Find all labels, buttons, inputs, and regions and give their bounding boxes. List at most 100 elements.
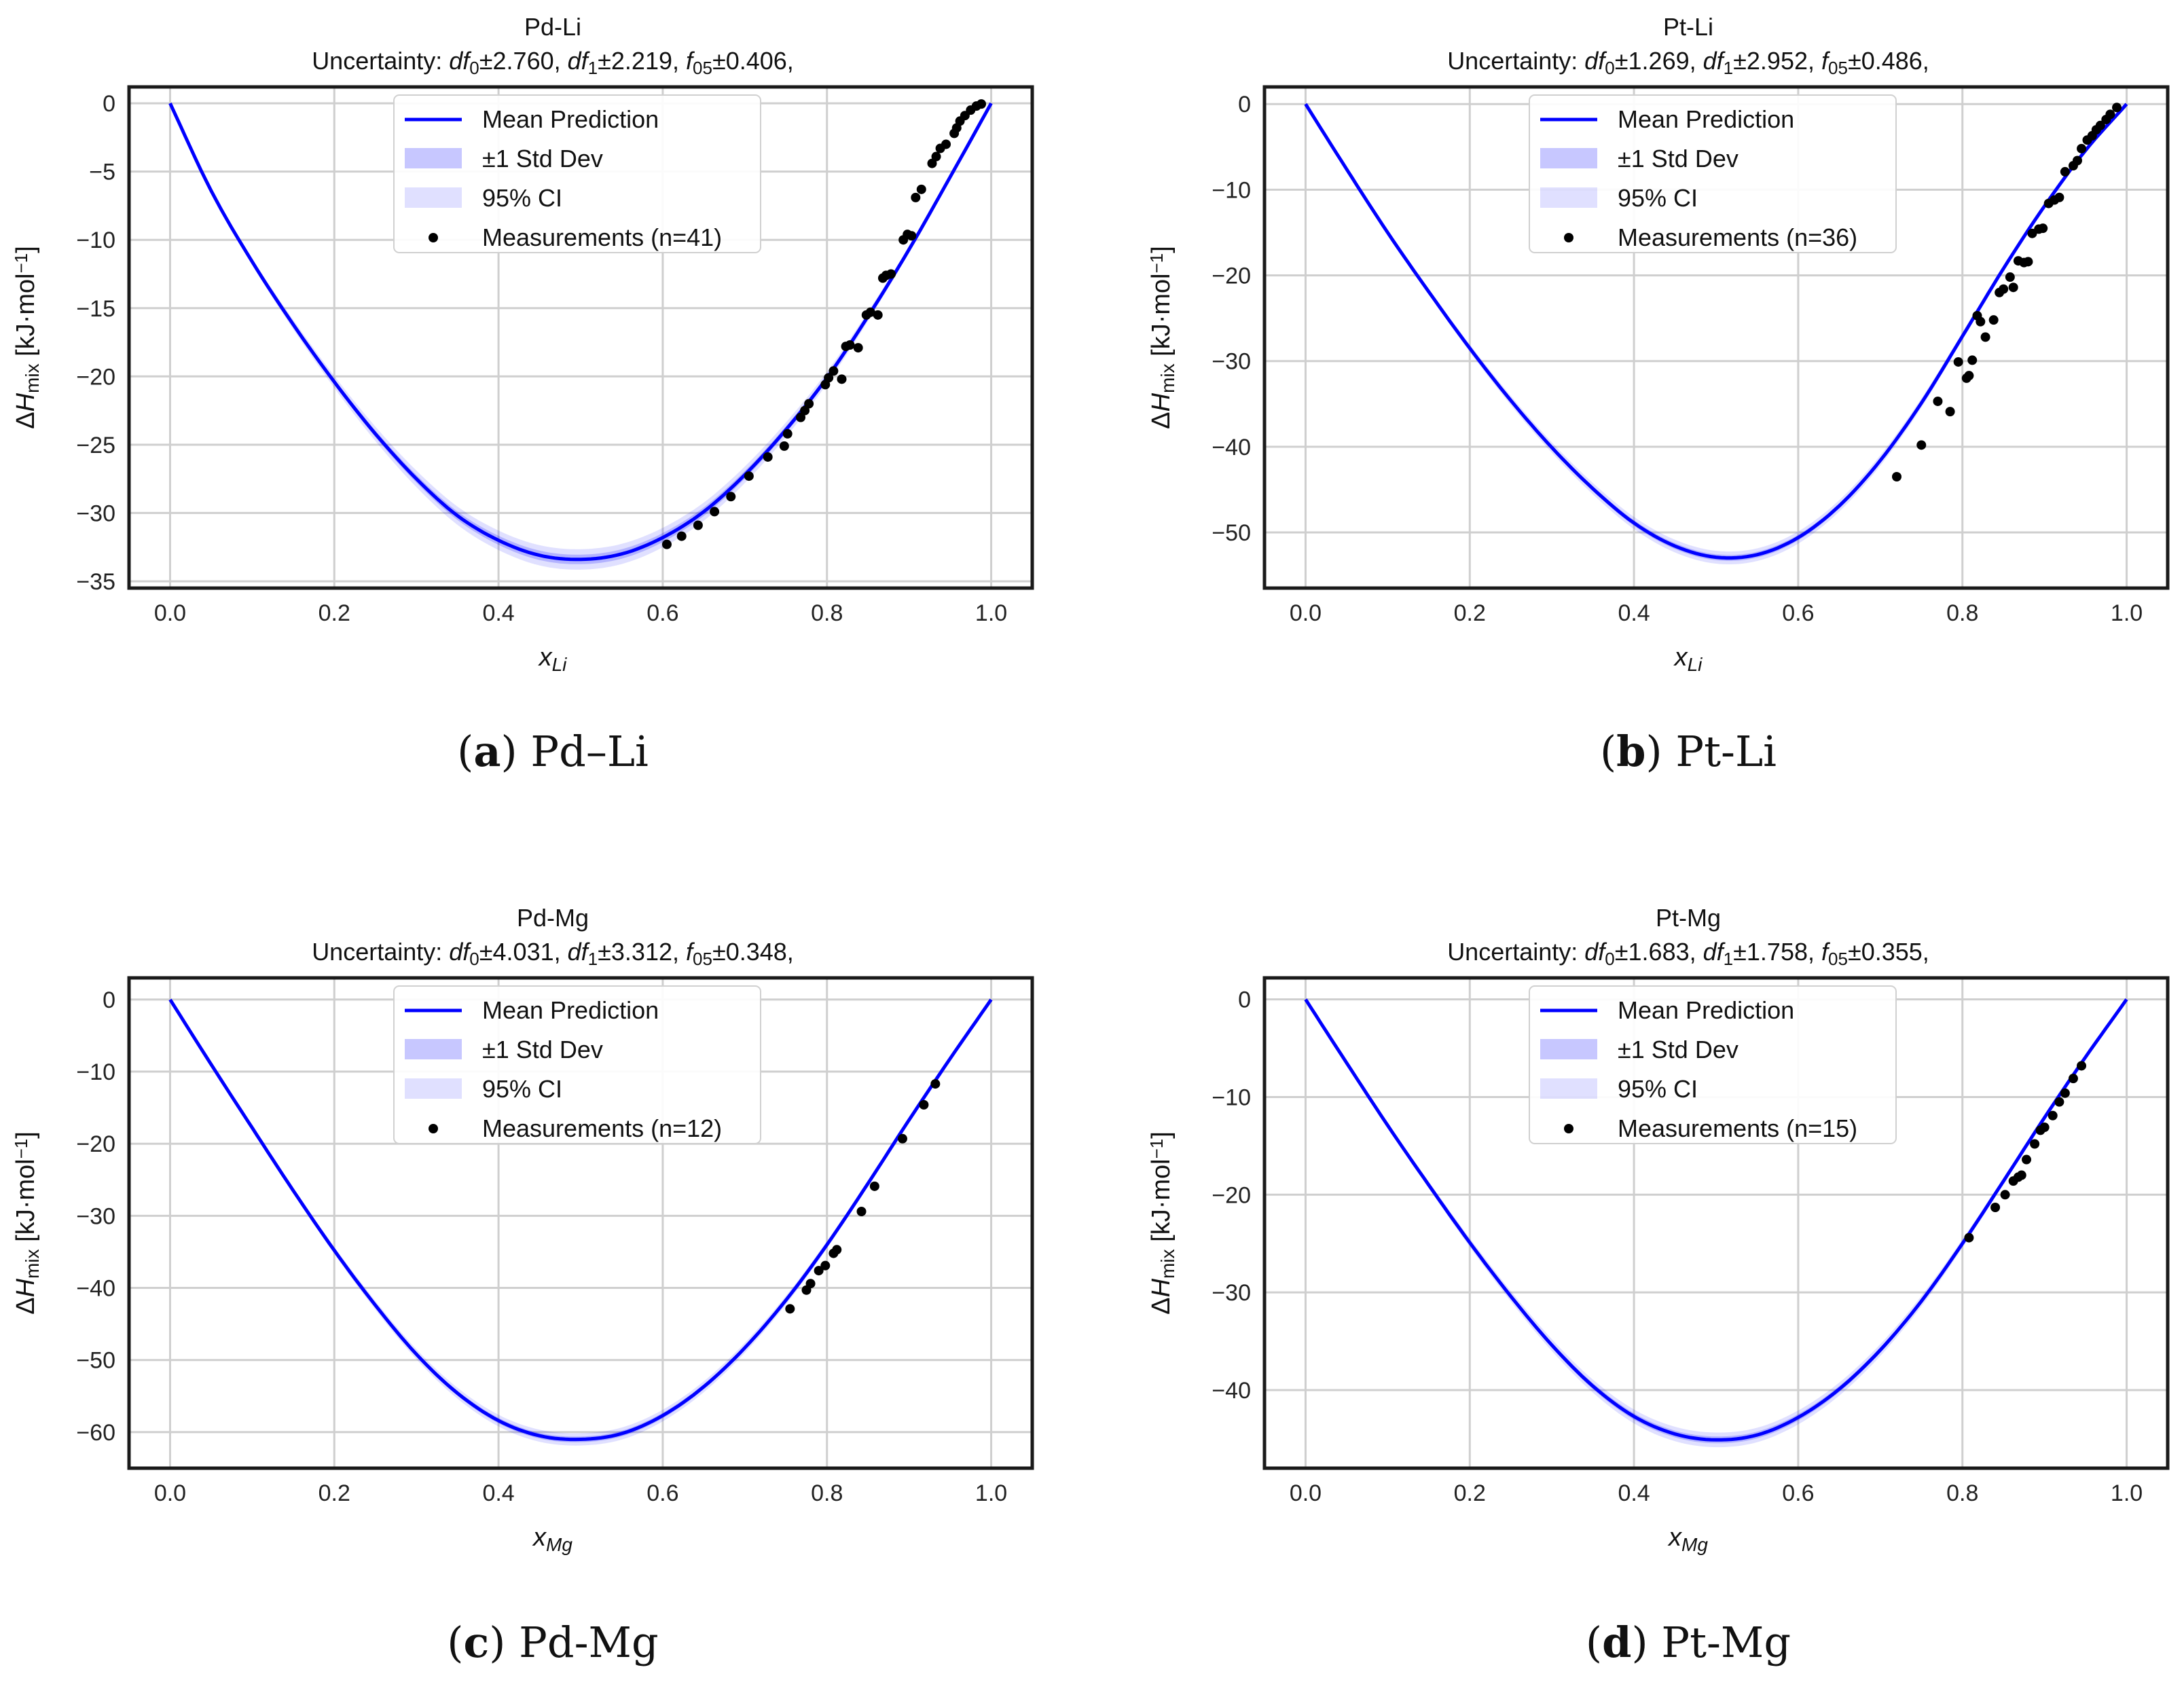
measurement-point [1976,317,1985,327]
legend-label: 95% CI [482,1075,562,1103]
measurement-point [2022,1155,2031,1165]
y-tick-label: −30 [1212,1280,1251,1306]
measurement-point [783,429,793,439]
measurement-point [820,1261,830,1271]
measurement-point [837,374,846,384]
legend-dot-swatch [429,233,438,242]
y-axis-label: ΔHmix [kJ·mol−1] [1146,1131,1178,1315]
chart-subtitle: Uncertainty: df0±1.269, df1±2.952, f05±0… [1447,47,1929,78]
legend-label: 95% CI [1618,184,1698,212]
measurement-point [886,269,896,278]
panel-b: 0.0 0.2 0.4 0.6 0.8 1.0 0 −10 −20 −30 −40 −50 Pt-Li U… [1146,13,2168,776]
measurement-point [2023,257,2033,266]
x-tick-label: 0.2 [318,600,350,626]
measurement-point [693,520,703,530]
x-tick-label: 1.0 [975,600,1007,626]
measurement-point [2060,1089,2070,1098]
legend: Mean Prediction ±1 Std Dev 95% CI Measureme… [1529,986,1896,1144]
measurement-point [898,1134,907,1144]
measurement-point [857,1207,867,1216]
measurement-point [2038,223,2047,233]
x-axis-label: xMg [1667,1523,1708,1555]
measurement-point [2040,1123,2050,1132]
legend: Mean Prediction ±1 Std Dev 95% CI Measureme… [394,986,761,1144]
y-tick-label: −5 [89,160,115,185]
legend-label: ±1 Std Dev [1618,145,1739,172]
measurement-point [2005,272,2015,282]
measurement-point [919,1100,928,1110]
x-tick-label: 0.8 [811,1480,843,1506]
chart-title: Pt-Li [1663,13,1713,41]
legend-ci-swatch [405,187,462,208]
measurement-point [1967,355,1977,365]
y-tick-label: −10 [76,227,115,253]
x-tick-label: 0.8 [1946,1480,1978,1506]
y-tick-label: −50 [76,1348,115,1374]
x-tick-label: 0.2 [1454,1480,1486,1506]
y-tick-label: −30 [76,500,115,526]
measurement-point [845,340,855,350]
chart-subtitle: Uncertainty: df0±4.031, df1±3.312, f05±0… [312,938,794,969]
y-tick-label: −10 [1212,1085,1251,1110]
measurement-point [2048,1111,2058,1120]
y-tick-label: −15 [76,296,115,322]
measurement-point [677,532,687,541]
y-tick-label: −40 [1212,435,1251,460]
legend-label: 95% CI [1618,1075,1698,1103]
x-tick-label: 0.4 [1618,600,1650,626]
legend: Mean Prediction ±1 Std Dev 95% CI Measureme… [394,95,761,253]
measurement-point [1989,315,1999,325]
legend-label: 95% CI [482,184,562,212]
x-tick-label: 0.0 [154,1480,186,1506]
legend-label: Measurements (n=15) [1618,1114,1857,1142]
y-tick-label: −20 [1212,1182,1251,1208]
y-tick-label: 0 [103,91,115,117]
x-tick-label: 0.8 [811,600,843,626]
measurement-point [832,1245,841,1254]
x-tick-label: 0.6 [1782,600,1814,626]
measurement-point [1981,332,1990,342]
y-tick-label: 0 [1238,92,1251,117]
legend-std-swatch [405,1039,462,1059]
measurement-point [2001,1190,2010,1199]
legend-ci-swatch [1540,1078,1597,1099]
measurement-point [662,540,672,549]
x-tick-label: 1.0 [2111,1480,2143,1506]
legend-label: ±1 Std Dev [482,145,603,172]
y-tick-label: −40 [76,1276,115,1302]
legend-ci-swatch [1540,187,1597,208]
y-tick-label: −20 [1212,263,1251,289]
x-tick-label: 0.6 [1782,1480,1814,1506]
legend-label: ±1 Std Dev [482,1036,603,1063]
x-axis-label: xMg [532,1523,572,1555]
measurement-point [726,492,735,501]
y-axis-label: ΔHmix [kJ·mol−1] [11,246,43,429]
measurement-point [1964,1233,1973,1243]
subfigure-caption: (a) Pd–Li [457,727,649,776]
subfigure-caption: (d) Pt-Mg [1586,1618,1791,1667]
measurement-point [2054,1097,2064,1107]
legend-dot-swatch [1564,1124,1573,1133]
x-axis-label: xLi [538,643,568,675]
chart-title: Pd-Mg [517,904,589,932]
x-tick-label: 1.0 [2111,600,2143,626]
measurement-point [911,193,920,202]
x-tick-label: 0.6 [647,1480,678,1506]
legend-dot-swatch [1564,233,1573,242]
x-tick-label: 0.6 [647,600,678,626]
measurement-point [785,1304,795,1313]
measurement-point [1964,371,1973,380]
legend-label: Measurements (n=36) [1618,223,1857,251]
measurement-point [2077,144,2086,153]
legend-label: Measurements (n=41) [482,223,722,251]
measurement-point [804,399,814,409]
y-tick-label: 0 [1238,987,1251,1013]
subfigure-caption: (b) Pt-Li [1600,727,1777,776]
y-tick-label: −30 [1212,349,1251,375]
legend-label: Mean Prediction [1618,105,1794,133]
legend-dot-swatch [429,1124,438,1133]
y-tick-label: −60 [76,1420,115,1446]
x-axis-label: xLi [1673,643,1703,675]
measurement-point [2112,103,2122,112]
measurement-point [870,1182,879,1191]
